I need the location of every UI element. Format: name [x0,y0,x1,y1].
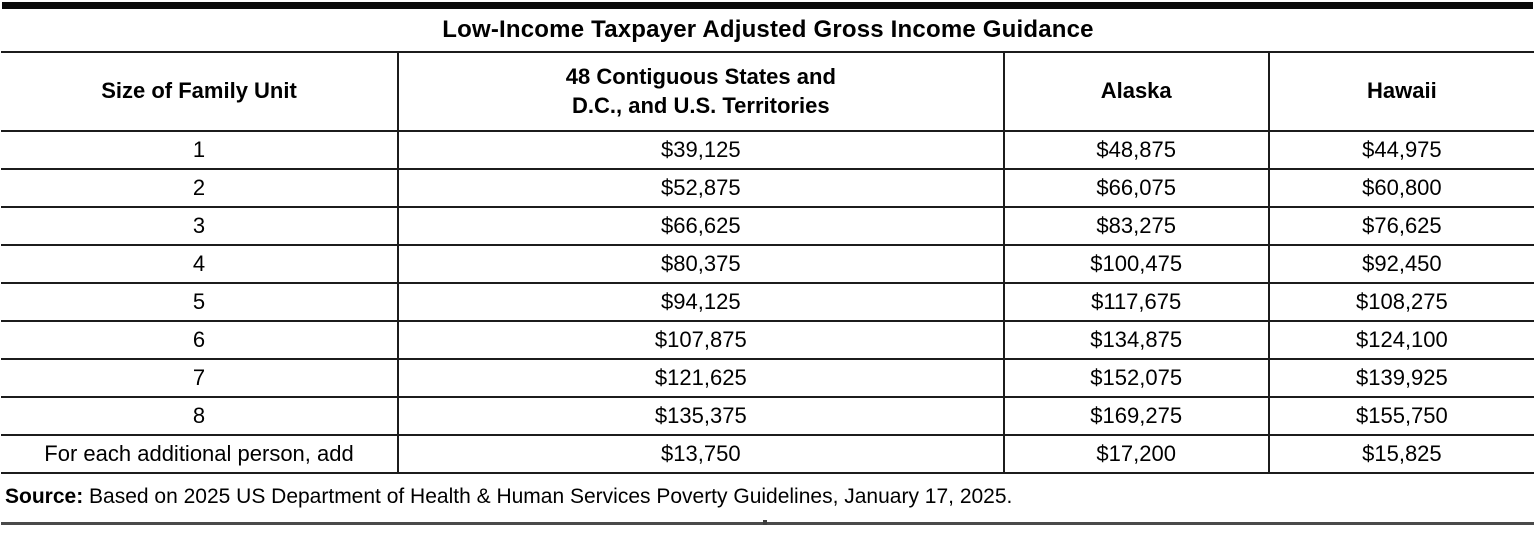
cell-hawaii: $108,275 [1267,282,1534,322]
cell-family-size: 8 [1,396,399,436]
income-guidance-table: Size of Family Unit 48 Contiguous States… [1,51,1534,474]
table-row: 8 $135,375 $169,275 $155,750 [1,396,1534,436]
cell-alaska: $48,875 [1002,130,1269,170]
cell-contiguous: $13,750 [397,434,1004,474]
cell-hawaii: $60,800 [1267,168,1534,208]
table-row: 5 $94,125 $117,675 $108,275 [1,282,1534,322]
cell-contiguous: $135,375 [397,396,1004,436]
cell-hawaii: $139,925 [1267,358,1534,398]
top-divider-bar [2,2,1533,9]
table-row: 7 $121,625 $152,075 $139,925 [1,358,1534,398]
source-text: Based on 2025 US Department of Health & … [89,485,1013,508]
cell-contiguous: $66,625 [397,206,1004,246]
column-header-alaska: Alaska [1002,51,1269,132]
cell-alaska: $66,075 [1002,168,1269,208]
cell-family-size: For each additional person, add [1,434,399,474]
cell-alaska: $100,475 [1002,244,1269,284]
cell-contiguous: $80,375 [397,244,1004,284]
cell-hawaii: $92,450 [1267,244,1534,284]
table-row: 3 $66,625 $83,275 $76,625 [1,206,1534,246]
bottom-rule-tick [763,520,767,525]
cell-hawaii: $44,975 [1267,130,1534,170]
table-row: 4 $80,375 $100,475 $92,450 [1,244,1534,284]
cell-hawaii: $15,825 [1267,434,1534,474]
cell-contiguous: $39,125 [397,130,1004,170]
cell-family-size: 3 [1,206,399,246]
table-row: 2 $52,875 $66,075 $60,800 [1,168,1534,208]
column-header-family-size: Size of Family Unit [1,51,399,132]
table-row: 6 $107,875 $134,875 $124,100 [1,320,1534,360]
column-header-contiguous-states: 48 Contiguous States and D.C., and U.S. … [397,51,1004,132]
cell-alaska: $169,275 [1002,396,1269,436]
table-body: 1 $39,125 $48,875 $44,975 2 $52,875 $66,… [1,130,1534,474]
cell-contiguous: $94,125 [397,282,1004,322]
cell-contiguous: $121,625 [397,358,1004,398]
source-note: Source: Based on 2025 US Department of H… [0,474,1536,519]
source-label: Source: [5,485,84,508]
cell-hawaii: $155,750 [1267,396,1534,436]
header-row: Size of Family Unit 48 Contiguous States… [1,51,1534,132]
column-header-hawaii: Hawaii [1267,51,1534,132]
cell-alaska: $117,675 [1002,282,1269,322]
table-header: Size of Family Unit 48 Contiguous States… [1,51,1534,132]
cell-alaska: $134,875 [1002,320,1269,360]
cell-hawaii: $124,100 [1267,320,1534,360]
page-title: Low-Income Taxpayer Adjusted Gross Incom… [442,16,1094,43]
cell-family-size: 7 [1,358,399,398]
bottom-divider-rule [1,520,1534,525]
cell-family-size: 2 [1,168,399,208]
cell-family-size: 4 [1,244,399,284]
cell-contiguous: $52,875 [397,168,1004,208]
cell-family-size: 6 [1,320,399,360]
cell-alaska: $83,275 [1002,206,1269,246]
cell-family-size: 5 [1,282,399,322]
cell-family-size: 1 [1,130,399,170]
cell-alaska: $17,200 [1002,434,1269,474]
cell-alaska: $152,075 [1002,358,1269,398]
cell-contiguous: $107,875 [397,320,1004,360]
table-row: 1 $39,125 $48,875 $44,975 [1,130,1534,170]
table-row-additional-person: For each additional person, add $13,750 … [1,434,1534,474]
cell-hawaii: $76,625 [1267,206,1534,246]
